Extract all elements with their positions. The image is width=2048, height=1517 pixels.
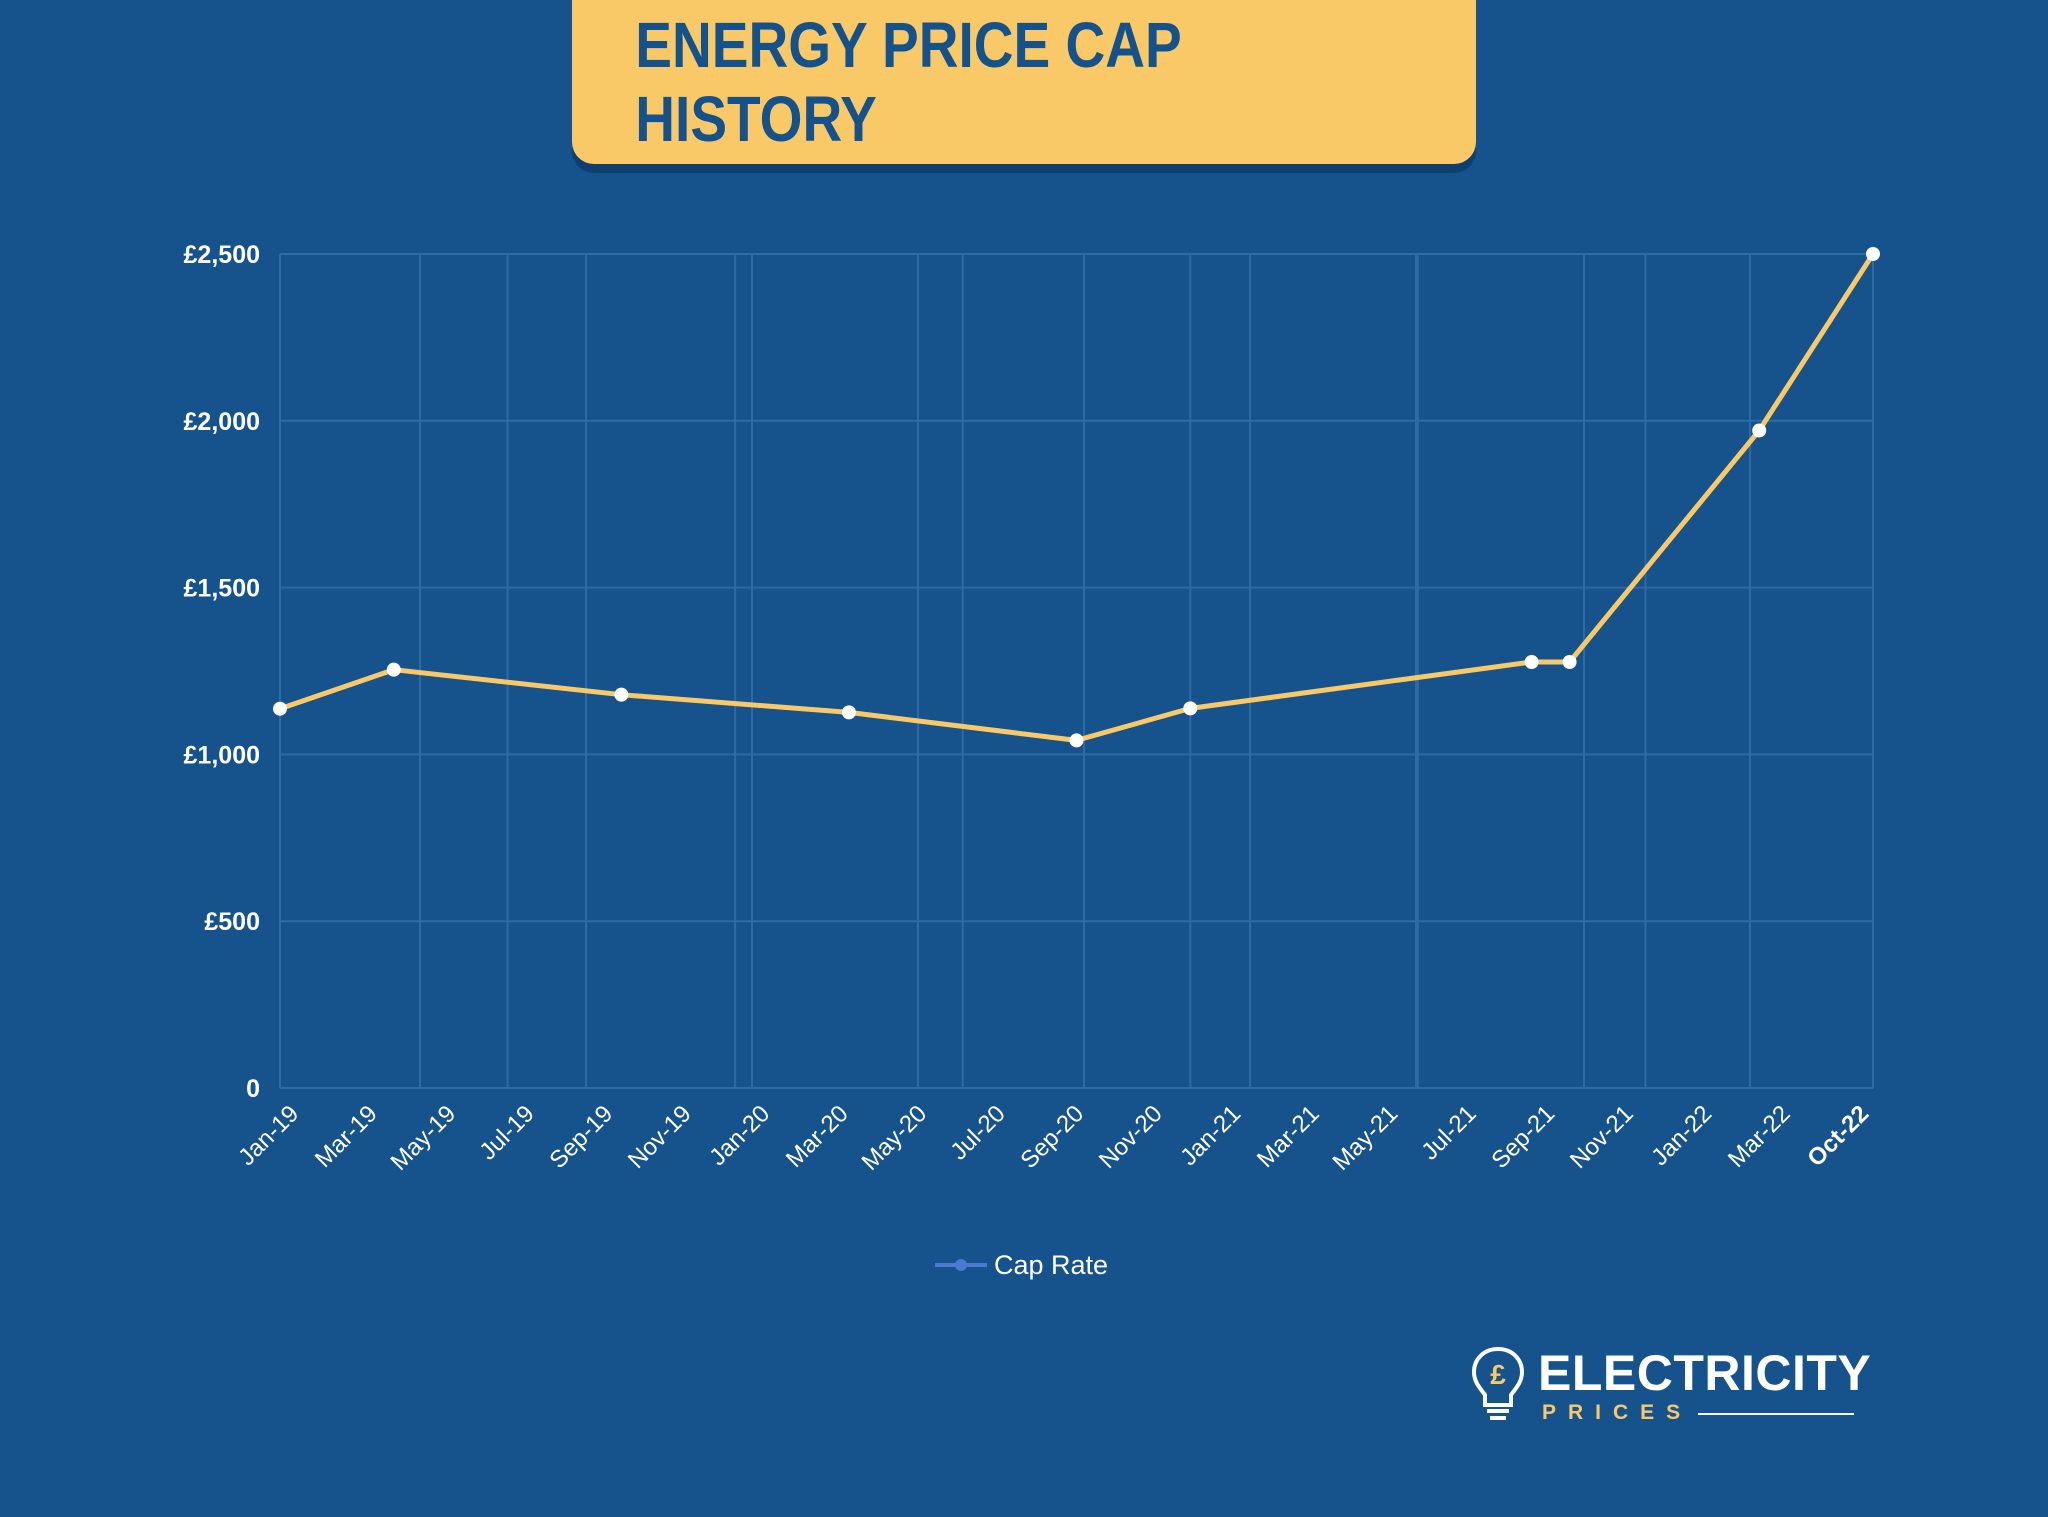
lightbulb-icon: £ — [1471, 1346, 1525, 1420]
y-tick-label: £2,500 — [184, 241, 260, 269]
x-tick-label: May-19 — [386, 1100, 462, 1176]
x-tick-label: Jan-21 — [1175, 1100, 1246, 1171]
x-tick-label: Jul-20 — [945, 1100, 1010, 1165]
x-tick-label: Sep-19 — [544, 1100, 618, 1174]
data-point — [1069, 733, 1084, 748]
x-tick-label: Jul-21 — [1416, 1100, 1481, 1165]
y-axis-ticks: 0 £500 £1,000 £1,500 £2,000 £2,500 — [184, 241, 260, 1103]
data-point — [273, 701, 287, 716]
logo-word: ELECTRICITY — [1538, 1345, 1872, 1401]
data-point — [841, 705, 856, 720]
series-line — [279, 252, 1876, 743]
y-tick-label: 0 — [246, 1075, 260, 1103]
y-tick-label: £500 — [204, 908, 260, 936]
x-tick-label: Nov-19 — [623, 1100, 697, 1174]
x-tick-label: May-20 — [857, 1100, 933, 1176]
data-point — [614, 687, 629, 702]
series-cap-rate — [273, 247, 1880, 748]
data-point — [1562, 654, 1577, 669]
x-tick-label: Jan-22 — [1646, 1100, 1717, 1171]
x-tick-label: Mar-19 — [310, 1100, 383, 1173]
logo-underline — [1698, 1413, 1854, 1415]
legend-label: Cap Rate — [994, 1250, 1108, 1280]
x-tick-label: Mar-20 — [781, 1100, 854, 1173]
x-tick-label: Jan-19 — [233, 1100, 304, 1171]
legend: Cap Rate — [935, 1250, 1108, 1280]
y-tick-label: £2,000 — [184, 408, 260, 436]
x-tick-label: Nov-20 — [1094, 1100, 1168, 1174]
data-point — [386, 662, 401, 677]
legend-marker — [955, 1259, 967, 1271]
x-tick-label: Jul-19 — [474, 1100, 539, 1165]
x-tick-label: Mar-22 — [1723, 1100, 1796, 1173]
y-tick-label: £1,500 — [184, 575, 260, 603]
chart-title: ENERGY PRICE CAP HISTORY — [635, 9, 1181, 155]
data-point — [1866, 247, 1880, 261]
x-axis-ticks: Jan-19 Mar-19 May-19 Jul-19 Sep-19 Nov-19 Jan-… — [233, 1100, 1874, 1176]
chart-grid — [279, 253, 1874, 1089]
x-tick-label: Sep-21 — [1486, 1100, 1560, 1174]
data-point — [1524, 654, 1539, 669]
x-tick-label: Oct-22 — [1802, 1100, 1874, 1172]
data-point — [1752, 423, 1767, 438]
x-tick-label: Sep-20 — [1015, 1100, 1089, 1174]
data-point — [1183, 701, 1198, 716]
pound-symbol: £ — [1490, 1359, 1506, 1390]
logo-subword: PRICES — [1542, 1401, 1693, 1424]
x-tick-label: May-21 — [1328, 1100, 1404, 1176]
title-banner: ENERGY PRICE CAP HISTORY — [572, 0, 1476, 164]
x-tick-label: Mar-21 — [1252, 1100, 1325, 1173]
y-tick-label: £1,000 — [184, 741, 260, 769]
x-tick-label: Nov-21 — [1565, 1100, 1639, 1174]
x-tick-label: Jan-20 — [704, 1100, 775, 1171]
electricity-prices-logo: £ ELECTRICITY PRICES — [1470, 1345, 1890, 1425]
